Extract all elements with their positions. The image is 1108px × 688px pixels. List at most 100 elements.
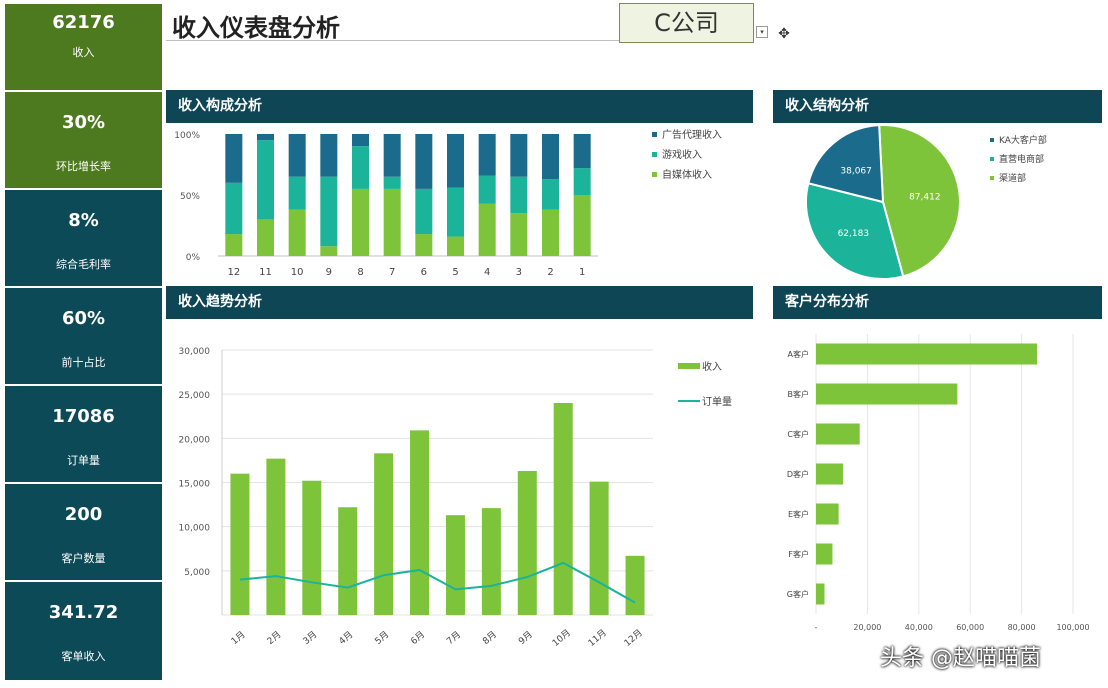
- stacked-bar-segment: [352, 146, 369, 189]
- legend-label: KA大客户部: [999, 134, 1047, 146]
- customer-bar-chart: - 20,000 40,000 60,000 80,000 100,000 A客户 B客户 C客…: [787, 334, 1090, 632]
- stacked-bar-segment: [478, 203, 496, 256]
- x-tick-label: 8月: [481, 629, 499, 647]
- stacked-bar-segment: [415, 134, 433, 189]
- pie-slice: [805, 182, 905, 280]
- revenue-bar: [338, 507, 358, 615]
- legend-label: 收入: [702, 360, 722, 373]
- panel-title-composition: 收入构成分析: [166, 90, 753, 123]
- stacked-bar-segment: [573, 134, 591, 169]
- y-tick-label: 10,000: [179, 524, 211, 534]
- kpi-card: 62176 收入: [5, 4, 162, 90]
- company-select[interactable]: C公司: [619, 3, 754, 43]
- kpi-label: 收入: [72, 46, 95, 59]
- legend-marker: [652, 172, 657, 177]
- x-tick-label: 4月: [337, 629, 355, 647]
- x-tick-label: 3: [516, 267, 522, 278]
- title-underline: [166, 40, 754, 41]
- kpi-label: 客单收入: [61, 650, 106, 663]
- x-tick-label: 11: [259, 267, 272, 278]
- customer-bar: [816, 343, 1038, 365]
- stacked-bar-segment: [288, 209, 306, 256]
- x-tick-label: 80,000: [1008, 623, 1036, 632]
- x-tick-label: 10: [291, 267, 304, 278]
- stacked-bar-segment: [415, 188, 433, 235]
- x-tick-label: 5: [452, 267, 458, 278]
- x-tick-label: 9月: [517, 629, 535, 647]
- customer-bar: [816, 383, 958, 405]
- pie-data-label: 62,183: [838, 229, 870, 239]
- kpi-label: 前十占比: [61, 356, 106, 369]
- kpi-value: 30%: [61, 112, 106, 133]
- customer-bar: [816, 543, 833, 565]
- stacked-bar-segment: [225, 182, 243, 235]
- kpi-sidebar: 62176 收入 30% 环比增长率 8% 综合毛利率 60% 前十占比 17086 订单量 200…: [5, 4, 162, 680]
- legend-marker-bar: [678, 363, 700, 369]
- legend-label: 直营电商部: [999, 153, 1044, 165]
- kpi-value: 200: [64, 504, 103, 525]
- y-tick-label: 100%: [174, 131, 200, 141]
- stacked-bar-segment: [447, 187, 464, 237]
- y-tick-label: 25,000: [179, 391, 211, 401]
- y-tick-label: 5,000: [184, 568, 210, 578]
- x-tick-label: 1月: [229, 629, 247, 647]
- x-tick-label: 4: [484, 267, 490, 278]
- x-tick-label: 60,000: [956, 623, 984, 632]
- y-tick-label: 0%: [186, 253, 201, 263]
- stacked-bar-segment: [288, 134, 306, 177]
- revenue-bar: [374, 453, 394, 615]
- kpi-label: 订单量: [67, 454, 100, 467]
- x-tick-label: 9: [326, 267, 332, 278]
- x-tick-label: -: [815, 623, 818, 632]
- x-tick-label: 7月: [445, 629, 463, 647]
- stacked-bar-segment: [573, 168, 591, 195]
- pie-data-label: 38,067: [840, 166, 872, 176]
- customer-bar: [816, 503, 839, 525]
- stacked-bar-segment: [478, 175, 496, 204]
- trend-chart: 5,000 10,000 15,000 20,000 25,000 30,000 1月 2月 3…: [179, 347, 733, 649]
- order-line: [239, 561, 636, 604]
- dropdown-arrow-icon[interactable]: ▾: [756, 26, 768, 38]
- legend-label: 游戏收入: [662, 148, 702, 161]
- y-tick-label: 30,000: [179, 347, 211, 357]
- legend-marker: [652, 152, 657, 157]
- x-tick-label: 20,000: [853, 623, 881, 632]
- revenue-bar: [625, 555, 645, 615]
- stacked-bar-segment: [225, 234, 243, 256]
- stacked-bar-segment: [573, 195, 591, 256]
- legend-label: 广告代理收入: [662, 128, 722, 141]
- x-tick-label: 11月: [586, 627, 609, 649]
- stacked-bar-segment: [257, 140, 274, 220]
- stacked-bar-segment: [320, 134, 338, 177]
- stacked-bar-segment: [510, 134, 528, 177]
- stacked-bar-segment: [415, 234, 433, 256]
- revenue-bar: [481, 508, 501, 615]
- revenue-bar: [589, 481, 609, 615]
- legend-marker: [990, 176, 994, 180]
- stacked-bar-segment: [510, 213, 528, 256]
- stacked-bar-segment: [447, 134, 464, 188]
- move-handle-icon[interactable]: ✥: [778, 26, 790, 42]
- stacked-bar-segment: [383, 134, 401, 177]
- y-tick-label: 15,000: [179, 480, 211, 490]
- revenue-bar: [517, 471, 537, 615]
- kpi-card: 30% 环比增长率: [5, 92, 162, 188]
- stacked-bar-segment: [352, 188, 369, 256]
- y-tick-label: A客户: [788, 349, 809, 359]
- stacked-bar-segment: [383, 176, 401, 189]
- y-tick-label: G客户: [787, 589, 809, 599]
- stacked-bar-segment: [542, 209, 559, 256]
- stacked-bar-segment: [383, 188, 401, 256]
- stacked-bar-segment: [257, 134, 274, 141]
- panel-title-trend: 收入趋势分析: [166, 286, 753, 319]
- stacked-bar-segment: [352, 134, 369, 147]
- dashboard-title: 收入仪表盘分析: [172, 14, 340, 42]
- y-tick-label: D客户: [787, 469, 809, 479]
- stacked-bar-segment: [478, 134, 496, 176]
- y-tick-label: F客户: [788, 549, 809, 559]
- kpi-label: 综合毛利率: [56, 258, 111, 271]
- stacked-bar-segment: [320, 246, 338, 256]
- kpi-card: 341.72 客单收入: [5, 582, 162, 680]
- kpi-value: 341.72: [48, 602, 119, 623]
- x-tick-label: 2月: [265, 629, 283, 647]
